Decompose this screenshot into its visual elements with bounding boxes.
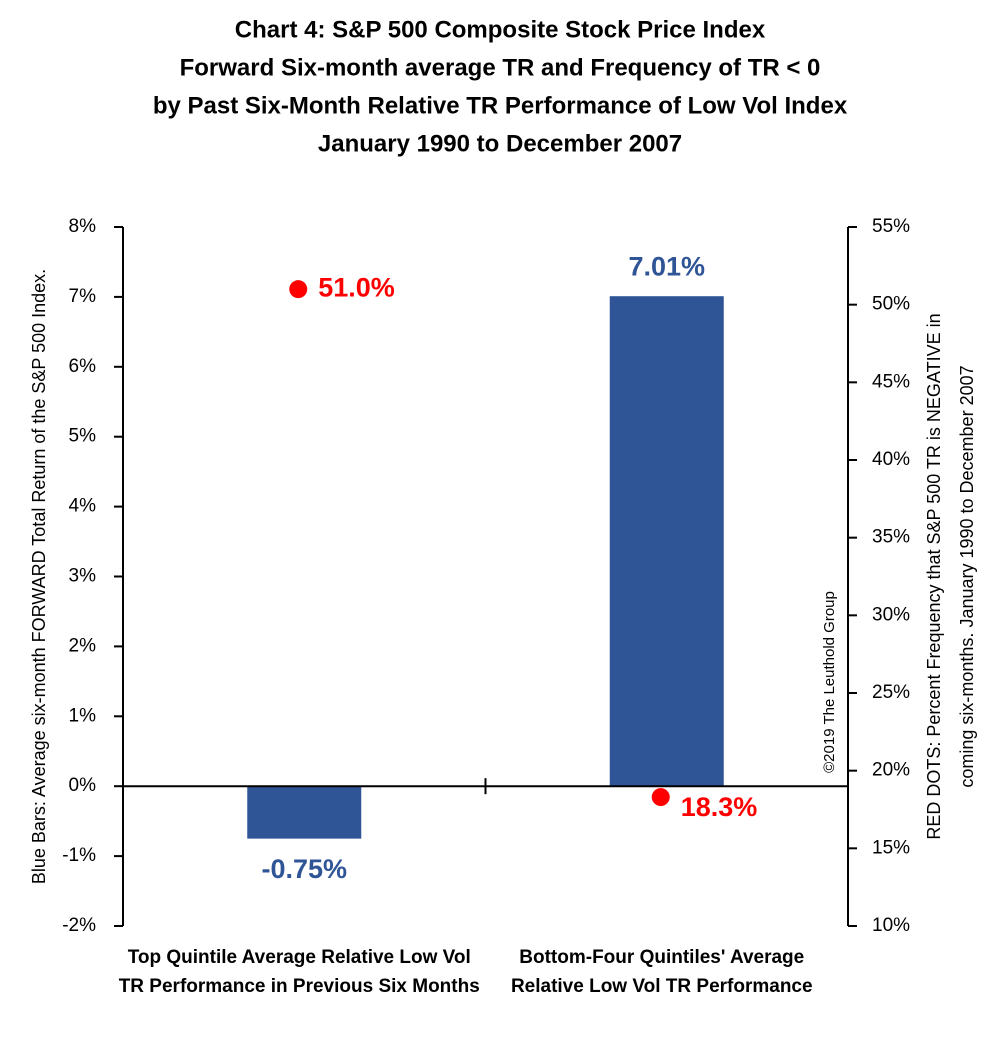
chart-title: Chart 4: S&P 500 Composite Stock Price I…: [235, 16, 766, 43]
y2-tick-label: 40%: [872, 449, 910, 470]
value-label: 51.0%: [318, 272, 395, 302]
chart-title: Forward Six-month average TR and Frequen…: [180, 54, 821, 81]
y2-tick-label: 50%: [872, 294, 910, 315]
y2-tick-label: 15%: [872, 837, 910, 858]
y-tick-label: 7%: [69, 286, 97, 307]
x-tick-label: Top Quintile Average Relative Low Vol TR…: [118, 947, 480, 997]
y2-tick-label: 25%: [872, 682, 910, 703]
y2-tick-label: 55%: [872, 216, 910, 237]
y-tick-label: 4%: [69, 496, 97, 517]
y-tick-label: 1%: [69, 705, 97, 726]
bar: [247, 786, 362, 839]
copyright: ©2019 The Leuthold Group: [821, 591, 838, 773]
y-tick-label: 6%: [69, 356, 97, 377]
y-tick-label: -2%: [62, 915, 96, 936]
y2-tick-label: 35%: [872, 527, 910, 548]
y-axis-label: Blue Bars: Average six-month FORWARD Tot…: [29, 269, 49, 884]
value-label: 7.01%: [628, 251, 705, 281]
y2-tick-label: 20%: [872, 760, 910, 781]
y-tick-label: 8%: [69, 216, 97, 237]
y-tick-label: 0%: [69, 775, 97, 796]
x-tick-label: Bottom-Four Quintiles' Average Relative …: [510, 947, 813, 997]
chart-title: January 1990 to December 2007: [318, 130, 682, 157]
y-tick-label: 2%: [69, 635, 97, 656]
y-tick-label: -1%: [62, 845, 96, 866]
y-tick-label: 3%: [69, 566, 97, 587]
chart-title: by Past Six-Month Relative TR Performanc…: [153, 92, 848, 119]
y2-tick-label: 10%: [872, 915, 910, 936]
y2-axis-label: RED DOTS: Percent Frequency that S&P 500…: [924, 313, 944, 839]
y2-axis-label: coming six-months. January 1990 to Decem…: [957, 365, 977, 787]
dot: [651, 788, 670, 807]
y2-tick-label: 30%: [872, 604, 910, 625]
dot: [289, 280, 308, 299]
value-label: -0.75%: [261, 854, 347, 884]
y-tick-label: 5%: [69, 426, 97, 447]
y2-tick-label: 45%: [872, 371, 910, 392]
bar: [609, 296, 724, 787]
value-label: 18.3%: [681, 792, 758, 822]
